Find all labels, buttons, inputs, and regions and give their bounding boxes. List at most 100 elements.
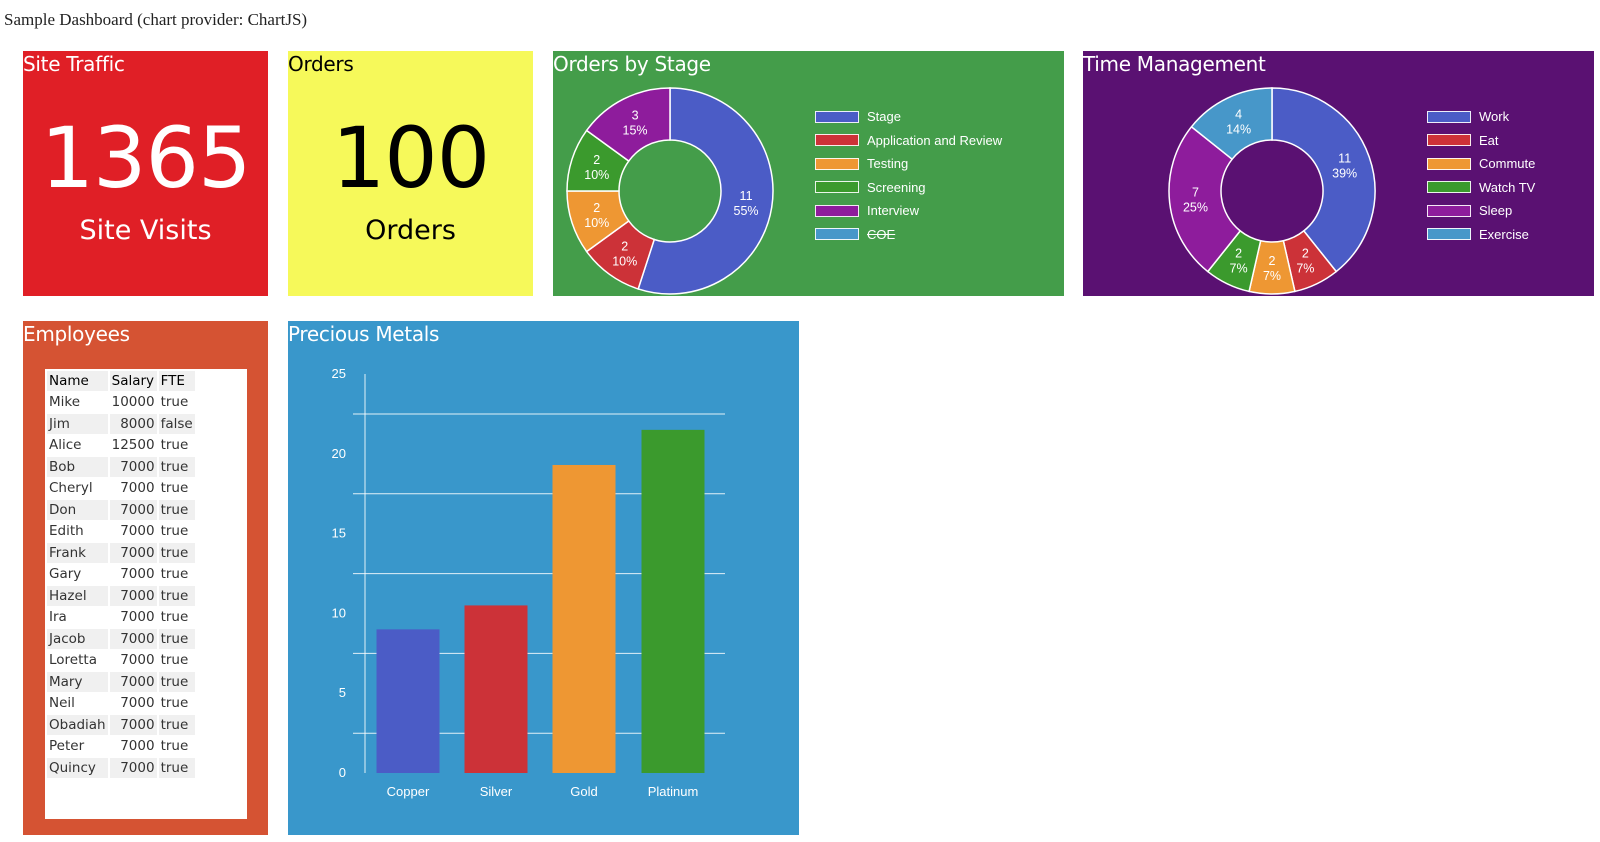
legend-item-application-and-review[interactable]: Application and Review [815, 129, 1002, 153]
bar-gold[interactable] [552, 464, 616, 773]
bar-copper[interactable] [376, 629, 440, 773]
legend-swatch [1427, 110, 1471, 123]
slice-value-label: 11 [740, 189, 753, 203]
cell-salary: 12500 [111, 437, 155, 454]
y-tick-label: 20 [332, 446, 346, 461]
table-row: Jim 8000 false [47, 414, 195, 434]
cell-fte: true [158, 586, 195, 606]
site-traffic-title: Site Traffic [23, 52, 125, 76]
cell-name: Peter [49, 738, 85, 755]
y-tick-label: 0 [339, 765, 346, 780]
slice-percent-label: 7% [1263, 269, 1281, 283]
x-tick-label: Copper [387, 784, 430, 799]
cell-fte: false [158, 414, 195, 434]
page-title: Sample Dashboard (chart provider: ChartJ… [4, 10, 308, 29]
donut-slice[interactable] [1271, 87, 1376, 273]
legend-item-screening[interactable]: Screening [815, 176, 1002, 200]
site-visits-label: Site Visits [79, 215, 212, 246]
column-header-fte[interactable]: FTE [158, 371, 195, 391]
table-row: Cheryl 7000 true [47, 479, 195, 499]
bar-platinum[interactable] [641, 429, 705, 773]
time-management-title: Time Management [1083, 52, 1266, 76]
legend-item-interview[interactable]: Interview [815, 199, 1002, 223]
cell-fte: true [160, 609, 189, 626]
donut-slice[interactable] [1190, 87, 1273, 161]
cell-salary: 7000 [109, 715, 157, 735]
site-visits-value: 1365 [40, 109, 252, 207]
legend-label: Commute [1479, 156, 1536, 172]
column-header-name[interactable]: Name [47, 371, 108, 391]
cell-fte: true [160, 437, 189, 454]
cell-salary: 7000 [109, 543, 157, 563]
legend-item-commute[interactable]: Commute [1427, 152, 1535, 176]
cell-salary: 7000 [120, 523, 155, 540]
legend-item-eat[interactable]: Eat [1427, 129, 1535, 153]
table-header-row: Name Salary FTE [47, 371, 195, 391]
cell-name: Cheryl [49, 480, 93, 497]
slice-value-label: 4 [1235, 108, 1242, 122]
bar-silver[interactable] [464, 605, 528, 773]
orders-title: Orders [288, 52, 354, 76]
cell-fte: true [158, 629, 195, 649]
cell-fte: true [160, 695, 189, 712]
table-row: Quincy 7000 true [47, 758, 195, 778]
cell-name: Neil [49, 695, 75, 712]
cell-salary: 7000 [120, 652, 155, 669]
legend-item-exercise[interactable]: Exercise [1427, 223, 1535, 247]
slice-percent-label: 10% [584, 216, 609, 230]
cell-fte: true [160, 652, 189, 669]
cell-fte: true [158, 457, 195, 477]
legend-label: Interview [867, 203, 920, 219]
legend-label: Application and Review [867, 132, 1003, 148]
legend-item-sleep[interactable]: Sleep [1427, 199, 1535, 223]
donut-slice[interactable] [1168, 125, 1242, 273]
legend-swatch [815, 181, 859, 194]
cell-name: Don [47, 500, 108, 520]
legend-item-testing[interactable]: Testing [815, 152, 1002, 176]
legend-swatch [815, 228, 859, 241]
donut-slice[interactable] [637, 87, 774, 295]
cell-salary: 7000 [109, 758, 157, 778]
cell-fte: true [160, 480, 189, 497]
table-row: Ira 7000 true [47, 608, 195, 628]
table-row: Neil 7000 true [47, 694, 195, 714]
x-tick-label: Platinum [648, 784, 699, 799]
cell-name: Bob [47, 457, 108, 477]
legend-item-stage[interactable]: Stage [815, 105, 1002, 129]
legend-label: Stage [867, 109, 901, 125]
table-row: Hazel 7000 true [47, 586, 195, 606]
cell-salary: 7000 [109, 586, 157, 606]
legend-item-watch-tv[interactable]: Watch TV [1427, 176, 1535, 200]
cell-salary: 7000 [120, 738, 155, 755]
legend-label: Screening [867, 179, 926, 195]
donut-slice[interactable] [585, 87, 671, 163]
legend-label: Work [1479, 109, 1510, 125]
cell-salary: 7000 [120, 480, 155, 497]
legend-item-coe[interactable]: COE [815, 223, 1002, 247]
slice-percent-label: 55% [734, 204, 759, 218]
slice-percent-label: 7% [1296, 261, 1314, 275]
table-row: Gary 7000 true [47, 565, 195, 585]
orders-by-stage-legend: Stage Application and Review Testing Scr… [815, 105, 1002, 246]
employees-table-body: Mike 10000 true Jim 8000 false Alice 12500 true B… [47, 393, 195, 778]
slice-value-label: 2 [1302, 246, 1309, 260]
cell-name: Frank [47, 543, 108, 563]
slice-percent-label: 7% [1230, 261, 1248, 275]
slice-percent-label: 10% [612, 254, 637, 268]
legend-label: Sleep [1479, 203, 1513, 219]
cell-name: Edith [49, 523, 84, 540]
legend-label: Watch TV [1479, 179, 1536, 195]
slice-value-label: 2 [593, 201, 600, 215]
cell-salary: 7000 [109, 457, 157, 477]
employees-table: Name Salary FTE Mike 10000 true Jim 8000 fals… [45, 369, 197, 780]
precious-metals-tile: Precious Metals 0 5 10 15 20 25 Copper Silver Go… [288, 321, 799, 835]
slice-value-label: 2 [593, 153, 600, 167]
column-header-salary[interactable]: Salary [109, 371, 157, 391]
legend-swatch [815, 134, 859, 147]
orders-by-stage-tile: Orders by Stage 11 55% 2 10% 2 10% 2 10% 3 15% St… [553, 51, 1064, 296]
y-tick-label: 25 [332, 366, 346, 381]
legend-item-work[interactable]: Work [1427, 105, 1535, 129]
slice-value-label: 2 [1235, 246, 1242, 260]
cell-name: Jim [47, 414, 108, 434]
